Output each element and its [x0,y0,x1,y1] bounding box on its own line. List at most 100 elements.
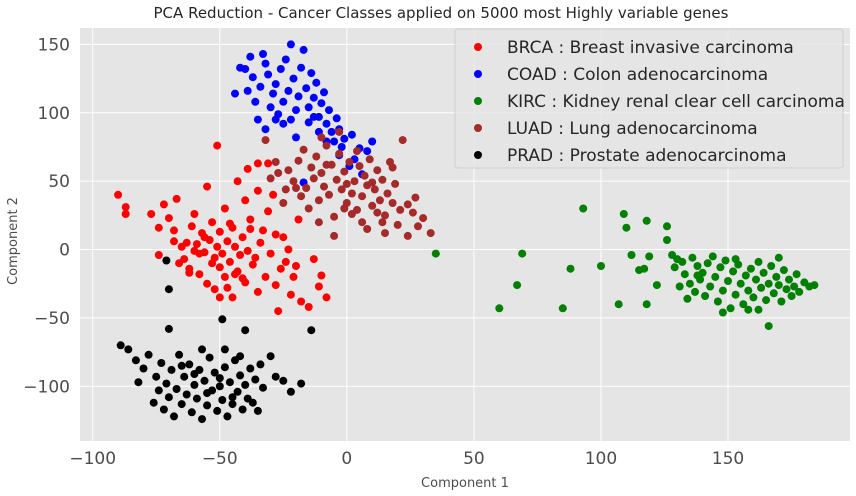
kirc-point [431,249,440,258]
coad-point [253,115,262,124]
luad-point [342,179,351,188]
prad-point [253,406,262,415]
prad-point [177,361,186,370]
luad-point [297,192,306,201]
x-tick-label: 0 [341,449,352,469]
coad-point [231,89,239,98]
luad-point [340,167,349,176]
luad-point [337,185,346,194]
brca-point [159,200,168,209]
brca-point [195,270,204,279]
brca-point [223,237,232,246]
brca-point [213,242,222,251]
brca-point [246,225,255,233]
prad-point [307,326,316,335]
prad-point [164,393,173,402]
brca-point [281,257,290,266]
legend-marker-prad [474,151,482,159]
coad-point [281,55,290,64]
luad-point [383,189,392,198]
luad-point [345,158,354,166]
prad-point [205,353,214,362]
brca-point [261,272,270,281]
prad-point [259,383,267,392]
prad-point [251,375,260,384]
kirc-point [767,262,776,270]
luad-point [393,220,402,229]
luad-point [261,136,270,145]
luad-point [368,201,377,210]
luad-point [274,169,283,177]
prad-point [124,345,133,354]
brca-point [294,215,303,224]
coad-point [279,97,288,106]
prad-point [116,341,125,350]
luad-point [289,177,298,186]
prad-point [246,364,255,373]
luad-point [307,163,316,172]
prad-point [236,352,245,361]
brca-point [121,210,130,218]
brca-point [192,240,201,249]
kirc-point [701,292,710,300]
coad-point [299,45,308,54]
brca-point [147,210,156,218]
coad-point [292,133,300,142]
luad-point [271,158,280,166]
brca-point [292,262,300,270]
coad-point [243,86,252,95]
luad-point [414,222,422,231]
prad-point [154,386,163,395]
brca-point [200,233,209,242]
y-tick-label: 100 [38,104,70,124]
kirc-point [640,264,649,273]
prad-point [175,350,184,359]
brca-point [164,214,173,223]
luad-point [368,178,377,187]
coad-point [368,137,377,146]
kirc-point [703,259,712,268]
brca-point [322,293,331,302]
coad-point [271,115,280,124]
prad-point [236,371,245,380]
coad-point [289,74,298,83]
brca-point [259,226,267,235]
legend-marker-luad [474,124,482,132]
brca-point [208,259,217,268]
luad-point [325,190,333,199]
kirc-point [518,249,527,258]
kirc-point [652,281,661,290]
x-axis-label: Component 1 [421,476,509,491]
luad-point [411,193,420,202]
luad-point [317,133,326,142]
luad-point [314,218,323,227]
coad-point [320,88,328,97]
brca-point [187,222,196,231]
data-points [114,40,819,424]
kirc-point [619,210,628,218]
brca-point [253,186,262,195]
kirc-point [716,263,725,272]
y-axis-label: Component 2 [6,197,21,285]
kirc-point [729,267,738,276]
coad-point [363,147,372,156]
coad-point [309,112,318,121]
brca-point [271,281,280,290]
kirc-point [645,252,654,261]
brca-point [172,194,181,203]
kirc-point [726,304,735,313]
luad-point [408,208,417,217]
coad-point [317,99,326,108]
brca-point [309,255,318,264]
luad-point [322,141,331,150]
brca-point [190,210,199,218]
kirc-point [744,305,753,314]
luad-point [294,156,303,165]
legend: BRCA : Breast invasive carcinoma COAD : C… [454,28,845,169]
coad-point [256,82,265,91]
luad-point [347,189,356,198]
brca-point [243,246,252,255]
kirc-point [622,223,631,232]
coad-point [269,89,278,98]
prad-point [233,387,242,396]
